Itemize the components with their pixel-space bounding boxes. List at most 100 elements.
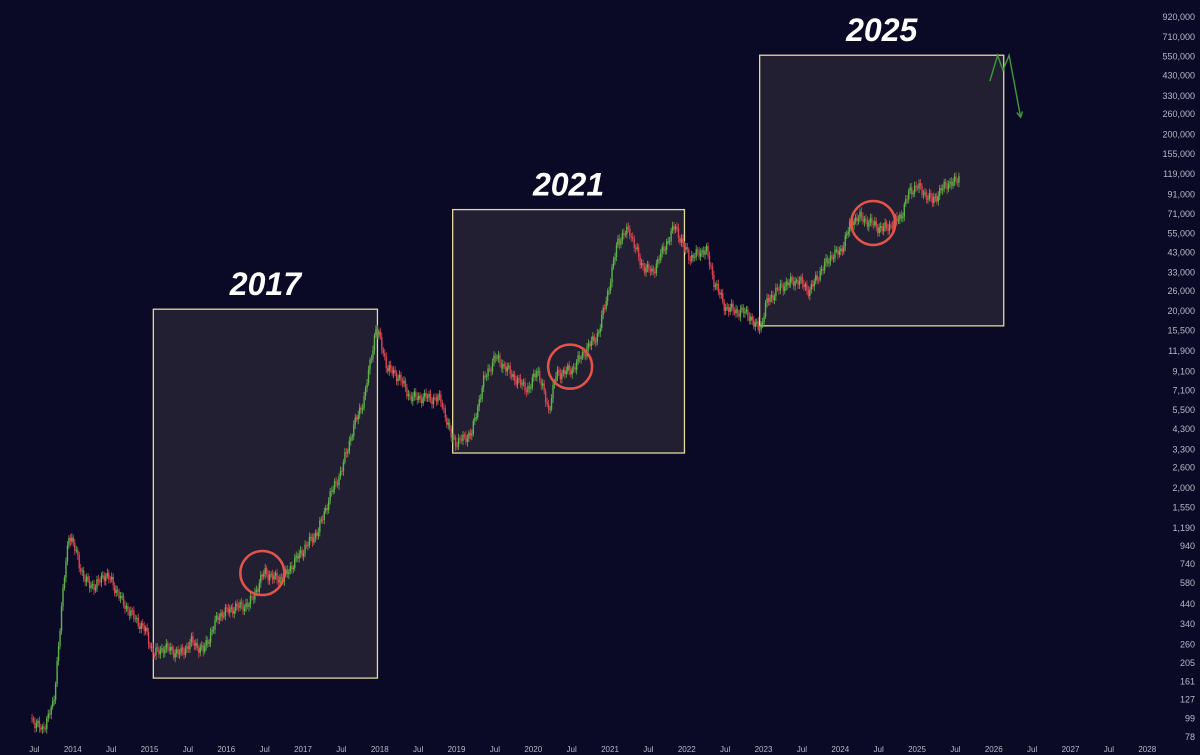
candle-body — [466, 438, 469, 442]
candle-body — [124, 604, 126, 609]
candle-body — [714, 285, 717, 287]
candle-body — [626, 226, 628, 235]
candle-body — [934, 196, 937, 198]
candle-body — [363, 396, 365, 408]
candle-body — [558, 369, 560, 373]
candle-body — [367, 369, 370, 384]
candle-body — [804, 284, 807, 288]
candle-body — [590, 340, 593, 347]
candle-body — [897, 219, 900, 222]
candle-body — [53, 699, 55, 702]
candle-body — [316, 532, 318, 536]
candle-body — [116, 589, 119, 592]
candle-body — [286, 569, 289, 575]
candle-body — [763, 316, 765, 323]
candle-body — [438, 394, 441, 397]
candle-body — [775, 287, 777, 297]
candle-body — [789, 276, 792, 284]
candle-body — [174, 653, 176, 658]
candle-body — [916, 187, 919, 189]
y-tick-label: 7,100 — [1172, 386, 1195, 396]
candle-body — [575, 361, 578, 370]
candle-body — [803, 284, 805, 288]
candle-body — [419, 395, 421, 399]
candle-body — [468, 432, 470, 439]
candle-body — [37, 720, 39, 724]
candle-body — [183, 651, 185, 655]
candle-body — [122, 595, 125, 605]
candle-body — [716, 284, 718, 286]
candle-body — [733, 310, 736, 314]
y-tick-label: 20,000 — [1167, 306, 1195, 316]
candle-body — [111, 576, 113, 580]
candle-body — [902, 216, 904, 219]
y-tick-label: 99 — [1185, 714, 1195, 724]
candle-body — [727, 307, 730, 312]
candle-body — [105, 576, 107, 582]
candle-body — [878, 227, 880, 234]
candle-body — [201, 645, 203, 647]
candle-body — [708, 255, 711, 266]
y-tick-label: 3,300 — [1172, 444, 1195, 454]
candle-body — [137, 617, 139, 627]
candle-body — [477, 406, 479, 418]
candle-body — [66, 545, 69, 562]
candle-body — [147, 631, 150, 645]
box-labels: 2017 2021 2025 — [229, 12, 919, 302]
candle-body — [378, 331, 380, 335]
projection-line — [989, 52, 1022, 118]
candle-body — [465, 435, 467, 442]
candle-body — [279, 576, 281, 583]
candle-body — [285, 569, 287, 574]
candle-body — [506, 367, 508, 372]
candle-body — [792, 281, 795, 286]
candle-body — [260, 575, 262, 584]
candle-body — [215, 615, 218, 620]
highlight-box-2021 — [452, 208, 686, 454]
candle-body — [860, 211, 863, 217]
candle-body — [603, 307, 606, 309]
candle-body — [921, 185, 923, 195]
candle-body — [781, 283, 783, 285]
y-tick-label: 127 — [1180, 695, 1195, 705]
candle-body — [748, 316, 751, 321]
y-tick-label: 430,000 — [1162, 71, 1195, 81]
candle-body — [74, 542, 76, 551]
candle-body — [739, 309, 742, 317]
candle-body — [546, 402, 548, 404]
x-tick-label: Jul — [1104, 745, 1114, 754]
candle-body — [490, 368, 492, 372]
candle-body — [713, 275, 715, 287]
candle-body — [330, 490, 333, 493]
box-label-2025: 2025 — [845, 12, 918, 48]
y-tick-label: 330,000 — [1162, 91, 1195, 101]
candle-body — [90, 585, 92, 589]
candle-body — [388, 364, 390, 372]
candle-body — [422, 396, 424, 404]
y-axis-labels: 78 99 127 161 205 260 340 440 580 740 940 1,190 1,55… — [1162, 12, 1195, 742]
candle-body — [46, 718, 48, 729]
candle-body — [170, 646, 172, 651]
candle-body — [676, 226, 678, 228]
candle-body — [871, 217, 873, 224]
candle-body — [494, 355, 497, 359]
candle-body — [469, 432, 472, 436]
candle-body — [416, 396, 418, 401]
candle-body — [758, 329, 761, 331]
highlight-circle-2 — [546, 343, 594, 390]
candle-body — [305, 544, 308, 546]
candle-body — [884, 222, 886, 228]
candle-body — [162, 648, 165, 654]
candle-body — [478, 399, 480, 407]
candle-body — [936, 196, 938, 202]
y-tick-label: 15,500 — [1167, 326, 1195, 336]
candle-body — [437, 396, 439, 402]
candle-body — [818, 279, 820, 281]
candle-body — [949, 181, 951, 184]
candle-body — [175, 649, 178, 654]
candle-body — [770, 294, 773, 298]
candle-body — [113, 585, 116, 594]
projection-arrowhead — [1016, 111, 1024, 119]
candle-body — [171, 646, 173, 651]
candle-body — [875, 221, 877, 227]
